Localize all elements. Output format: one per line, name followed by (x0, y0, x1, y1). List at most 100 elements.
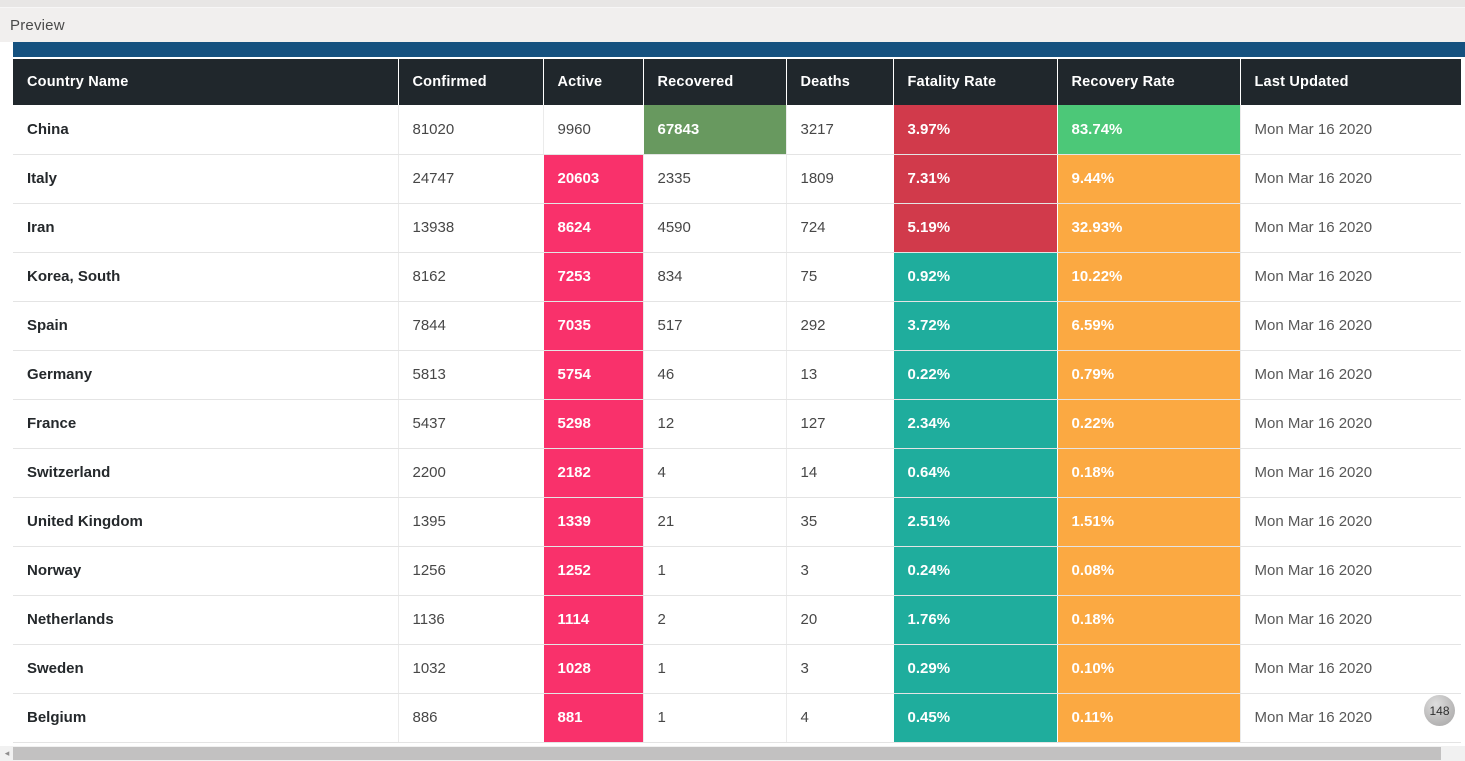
cell-deaths: 75 (785, 252, 893, 302)
cell-recovered: 517 (642, 301, 786, 351)
cell-recovery: 9.44% (1056, 154, 1240, 204)
cell-updated: Mon Mar 16 2020 (1239, 301, 1461, 351)
preview-title: Preview (10, 16, 65, 34)
cell-confirmed: 24747 (397, 154, 543, 204)
table-row: Iran 13938 8624 4590 724 5.19% 32.93% Mon Mar 1… (13, 203, 1461, 253)
cell-recovered: 67843 (642, 105, 786, 155)
cell-confirmed: 5437 (397, 399, 543, 449)
cell-recovered: 4590 (642, 203, 786, 253)
cell-active: 7035 (542, 301, 643, 351)
cell-deaths: 13 (785, 350, 893, 400)
cell-country: Switzerland (13, 448, 398, 498)
cell-deaths: 3 (785, 546, 893, 596)
horizontal-scrollbar[interactable]: ◂ (0, 746, 1465, 761)
cell-active: 1114 (542, 595, 643, 645)
cell-fatality: 7.31% (892, 154, 1057, 204)
cell-country: China (13, 105, 398, 155)
cell-recovery: 0.08% (1056, 546, 1240, 596)
cell-fatality: 5.19% (892, 203, 1057, 253)
cell-active: 5298 (542, 399, 643, 449)
cell-country: Korea, South (13, 252, 398, 302)
cell-country: France (13, 399, 398, 449)
cell-recovered: 12 (642, 399, 786, 449)
cell-confirmed: 1256 (397, 546, 543, 596)
cell-updated: Mon Mar 16 2020 (1239, 693, 1461, 743)
table-row: Norway 1256 1252 1 3 0.24% 0.08% Mon Mar 16 202… (13, 546, 1461, 596)
record-count-badge: 148 (1424, 695, 1455, 726)
cell-confirmed: 13938 (397, 203, 543, 253)
column-header-confirmed: Confirmed (397, 59, 543, 105)
table-row: Italy 24747 20603 2335 1809 7.31% 9.44% Mon Mar… (13, 154, 1461, 204)
cell-active: 9960 (542, 105, 643, 155)
cell-updated: Mon Mar 16 2020 (1239, 252, 1461, 302)
cell-updated: Mon Mar 16 2020 (1239, 448, 1461, 498)
cell-fatality: 0.64% (892, 448, 1057, 498)
column-header-updated: Last Updated (1239, 59, 1461, 105)
cell-recovered: 21 (642, 497, 786, 547)
table-row: Belgium 886 881 1 4 0.45% 0.11% Mon Mar 16 2020 (13, 693, 1461, 743)
cell-recovery: 0.18% (1056, 595, 1240, 645)
cell-fatality: 0.29% (892, 644, 1057, 694)
column-header-fatality: Fatality Rate (892, 59, 1057, 105)
cell-active: 8624 (542, 203, 643, 253)
table-body: China 81020 9960 67843 3217 3.97% 83.74% Mon Ma… (13, 105, 1461, 743)
horizontal-scrollbar-thumb[interactable] (13, 747, 1441, 760)
cell-fatality: 0.92% (892, 252, 1057, 302)
cell-fatality: 1.76% (892, 595, 1057, 645)
cell-fatality: 0.45% (892, 693, 1057, 743)
cell-active: 20603 (542, 154, 643, 204)
cell-country: Iran (13, 203, 398, 253)
cell-recovery: 83.74% (1056, 105, 1240, 155)
cell-updated: Mon Mar 16 2020 (1239, 399, 1461, 449)
cell-updated: Mon Mar 16 2020 (1239, 497, 1461, 547)
cell-recovery: 10.22% (1056, 252, 1240, 302)
table-row: Switzerland 2200 2182 4 14 0.64% 0.18% Mon Mar … (13, 448, 1461, 498)
cell-recovered: 1 (642, 693, 786, 743)
cell-recovery: 6.59% (1056, 301, 1240, 351)
cell-recovered: 46 (642, 350, 786, 400)
cell-deaths: 1809 (785, 154, 893, 204)
cell-country: Sweden (13, 644, 398, 694)
cell-confirmed: 8162 (397, 252, 543, 302)
cell-confirmed: 886 (397, 693, 543, 743)
cell-updated: Mon Mar 16 2020 (1239, 105, 1461, 155)
table-row: Sweden 1032 1028 1 3 0.29% 0.10% Mon Mar 16 202… (13, 644, 1461, 694)
table-row: Germany 5813 5754 46 13 0.22% 0.79% Mon Mar 16 … (13, 350, 1461, 400)
cell-confirmed: 7844 (397, 301, 543, 351)
column-header-recovered: Recovered (642, 59, 786, 105)
table-row: Korea, South 8162 7253 834 75 0.92% 10.22% Mon … (13, 252, 1461, 302)
table-row: Spain 7844 7035 517 292 3.72% 6.59% Mon Mar 16 … (13, 301, 1461, 351)
cell-country: Norway (13, 546, 398, 596)
cell-active: 1028 (542, 644, 643, 694)
cell-fatality: 2.34% (892, 399, 1057, 449)
cell-fatality: 3.97% (892, 105, 1057, 155)
cell-deaths: 20 (785, 595, 893, 645)
cell-active: 7253 (542, 252, 643, 302)
cell-deaths: 724 (785, 203, 893, 253)
cell-active: 2182 (542, 448, 643, 498)
cell-deaths: 14 (785, 448, 893, 498)
cell-updated: Mon Mar 16 2020 (1239, 203, 1461, 253)
cell-recovered: 2335 (642, 154, 786, 204)
column-header-country: Country Name (13, 59, 398, 105)
scroll-left-arrow-icon[interactable]: ◂ (4, 748, 10, 758)
table-row: United Kingdom 1395 1339 21 35 2.51% 1.51% Mon … (13, 497, 1461, 547)
column-header-recovery: Recovery Rate (1056, 59, 1240, 105)
cell-fatality: 3.72% (892, 301, 1057, 351)
cell-active: 881 (542, 693, 643, 743)
cell-recovered: 4 (642, 448, 786, 498)
cell-country: Italy (13, 154, 398, 204)
cell-country: Spain (13, 301, 398, 351)
table-accent-bar (13, 42, 1465, 57)
cell-updated: Mon Mar 16 2020 (1239, 154, 1461, 204)
column-header-deaths: Deaths (785, 59, 893, 105)
cell-recovery: 0.18% (1056, 448, 1240, 498)
cell-confirmed: 1032 (397, 644, 543, 694)
cell-deaths: 292 (785, 301, 893, 351)
cell-confirmed: 81020 (397, 105, 543, 155)
preview-bar: Preview (0, 8, 1465, 42)
table-row: France 5437 5298 12 127 2.34% 0.22% Mon Mar 16 … (13, 399, 1461, 449)
cell-deaths: 4 (785, 693, 893, 743)
cell-confirmed: 1136 (397, 595, 543, 645)
cell-updated: Mon Mar 16 2020 (1239, 546, 1461, 596)
